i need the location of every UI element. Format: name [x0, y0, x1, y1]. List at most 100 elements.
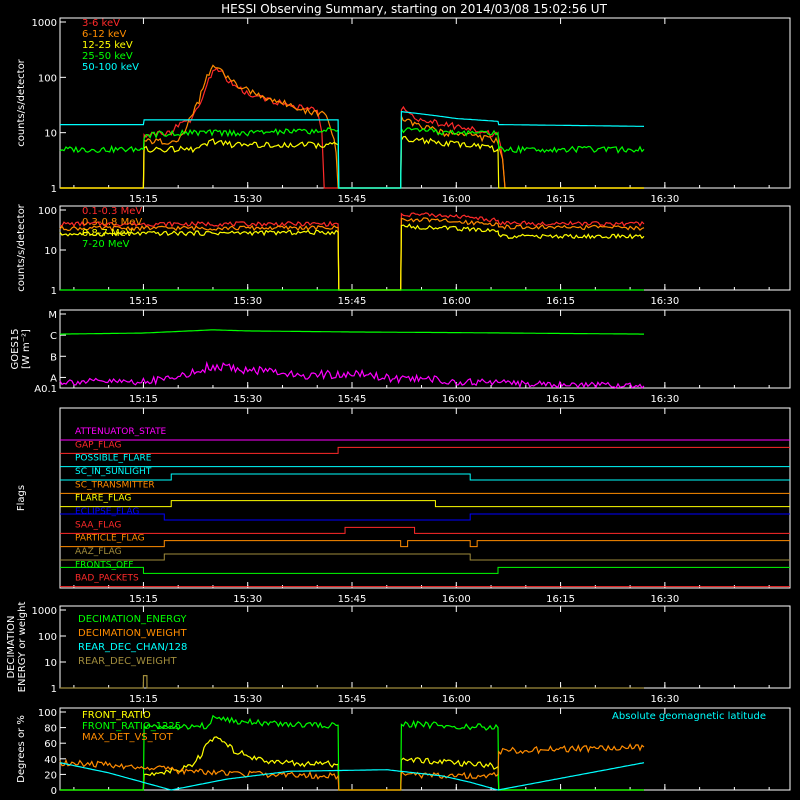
legend-entry-ratio: FRONT_RATIO_1225 [82, 721, 181, 732]
y-tick-label-ratio: 60 [44, 739, 57, 750]
x-tick-label-hi: 16:00 [442, 296, 471, 307]
legend-entry-hi: 0.8-7 MeV [82, 228, 133, 239]
y-axis-label-lo: counts/s/detector [16, 58, 27, 146]
y-tick-label-hi: 100 [38, 206, 57, 217]
x-tick-label-decim: 16:15 [546, 694, 575, 705]
y-axis-label-hi: counts/s/detector [16, 203, 27, 291]
legend-entry-decim: DECIMATION_WEIGHT [78, 628, 187, 639]
series-line-decim-rear-dec-weight [60, 675, 644, 689]
flag-line-flare_flag [60, 500, 790, 508]
y-tick-label-lo: 10 [44, 129, 57, 140]
y-tick-label-decim: 10 [44, 658, 57, 669]
legend-entry-ratio: MAX_DET_VS_TOT [82, 732, 174, 743]
y-tick-label-hi: 10 [44, 246, 57, 257]
flag-label-fronts_off: FRONTS_OFF [75, 560, 133, 570]
flag-label-aaz_flag: AAZ_FLAG [75, 547, 122, 557]
x-tick-label-lo: 16:00 [442, 194, 471, 205]
x-tick-label-lo: 15:15 [129, 194, 158, 205]
x-tick-label-flags: 16:00 [442, 594, 471, 605]
x-tick-label-flags: 15:30 [233, 594, 262, 605]
legend-entry-hi: 7-20 MeV [82, 239, 130, 250]
flag-label-attenuator_state: ATTENUATOR_STATE [75, 427, 167, 437]
flag-label-saa_flag: SAA_FLAG [75, 520, 121, 530]
flag-label-gap_flag: GAP_FLAG [75, 440, 121, 450]
y-tick-label-ratio: 40 [44, 755, 57, 766]
y-tick-label-goes: B [50, 352, 57, 363]
y-tick-label-goes: A [50, 373, 57, 384]
y-tick-label-ratio: 100 [38, 708, 57, 719]
x-tick-label-hi: 15:45 [338, 296, 367, 307]
series-line-ratio-max-det-vs-tot [59, 743, 645, 791]
flag-line-fronts_off [60, 566, 790, 574]
x-tick-label-hi: 16:15 [546, 296, 575, 307]
y-axis-label-units-goes: [W m⁻²] [21, 329, 32, 369]
series-line-ratio-front-ratio [60, 736, 644, 791]
series-line-ratio-absolute-geomagnetic-latitude [59, 762, 645, 791]
flag-line-sc_in_sunlight [60, 473, 790, 481]
x-tick-label-goes: 16:30 [650, 394, 679, 405]
series-line-hi-0-8-7-mev [59, 223, 645, 291]
flag-label-particle_flag: PARTICLE_FLAG [75, 534, 145, 544]
series-line-lo-12-25-kev [60, 135, 644, 189]
legend-entry-lo: 3-6 keV [82, 18, 120, 29]
x-tick-label-hi: 16:30 [650, 296, 679, 307]
flag-label-bad_packets: BAD_PACKETS [75, 574, 139, 584]
legend-entry-lo: 50-100 keV [82, 62, 139, 73]
y-axis-label-decim: DECIMATION [6, 615, 17, 678]
flag-label-sc_in_sunlight: SC_IN_SUNLIGHT [75, 467, 152, 477]
y-tick-label-goes: C [50, 331, 57, 342]
x-tick-label-decim: 15:30 [233, 694, 262, 705]
legend-entry-decim: DECIMATION_ENERGY [78, 614, 187, 625]
y-tick-label-ratio: 80 [44, 724, 57, 735]
legend-entry-lo: 6-12 keV [82, 29, 126, 40]
x-tick-label-flags: 16:30 [650, 594, 679, 605]
x-tick-label-lo: 16:15 [546, 194, 575, 205]
panel-frame-goes [59, 309, 791, 389]
series-line-lo-6-12-kev [60, 64, 644, 189]
x-tick-label-lo: 15:45 [338, 194, 367, 205]
y-tick-label-lo: 1000 [32, 18, 57, 29]
x-tick-label-decim: 15:15 [129, 694, 158, 705]
series-line-goes-goes-long [60, 329, 644, 335]
panel-frame-ratio [59, 707, 791, 791]
y-axis-label-2-decim: ENERGY or weight [17, 602, 28, 693]
y-tick-label-decim: 1 [51, 684, 57, 695]
y-tick-label-goes: A0.1 [34, 384, 57, 395]
x-tick-label-goes: 16:15 [546, 394, 575, 405]
x-tick-label-goes: 15:45 [338, 394, 367, 405]
legend-entry-hi: 0.1-0.3 MeV [82, 206, 142, 217]
series-line-lo-50-100-kev [60, 110, 645, 189]
x-tick-label-flags: 16:15 [546, 594, 575, 605]
y-tick-label-lo: 1 [51, 184, 57, 195]
y-tick-label-ratio: 20 [44, 770, 57, 781]
series-line-hi-0-1-0-3-mev [59, 212, 645, 291]
x-tick-label-flags: 15:15 [129, 594, 158, 605]
y-tick-label-decim: 1000 [32, 606, 57, 617]
x-tick-label-decim: 15:45 [338, 694, 367, 705]
flag-label-sc_transmitter: SC_TRANSMITTER [75, 480, 155, 490]
x-tick-label-hi: 15:30 [233, 296, 262, 307]
x-tick-label-lo: 15:30 [233, 194, 262, 205]
x-tick-label-decim: 16:30 [650, 694, 679, 705]
series-line-goes-goes-short [59, 360, 645, 389]
legend-entry-decim: REAR_DEC_WEIGHT [78, 656, 177, 667]
y-axis-label-ratio: Degrees or % [16, 715, 27, 783]
flag-line-eclipse_flag [60, 513, 790, 521]
legend-entry-decim: REAR_DEC_CHAN/128 [78, 642, 187, 653]
flag-line-particle_flag [60, 540, 790, 548]
legend-entry-ratio: FRONT_RATIO [82, 710, 151, 721]
series-line-lo-3-6-kev [60, 67, 644, 189]
x-tick-label-decim: 16:00 [442, 694, 471, 705]
y-tick-label-decim: 100 [38, 632, 57, 643]
flag-label-eclipse_flag: ECLIPSE_FLAG [75, 507, 139, 517]
panel-frame-flags [59, 407, 791, 589]
x-tick-label-goes: 15:15 [129, 394, 158, 405]
x-tick-label-goes: 15:30 [233, 394, 262, 405]
y-axis-label-goes: GOES15 [10, 328, 21, 369]
panel-frame-lo [59, 17, 791, 189]
flag-label-possible_flare: POSSIBLE_FLARE [75, 454, 152, 464]
x-tick-label-goes: 16:00 [442, 394, 471, 405]
y-tick-label-hi: 1 [51, 286, 57, 297]
y-tick-label-ratio: 0 [51, 786, 57, 797]
